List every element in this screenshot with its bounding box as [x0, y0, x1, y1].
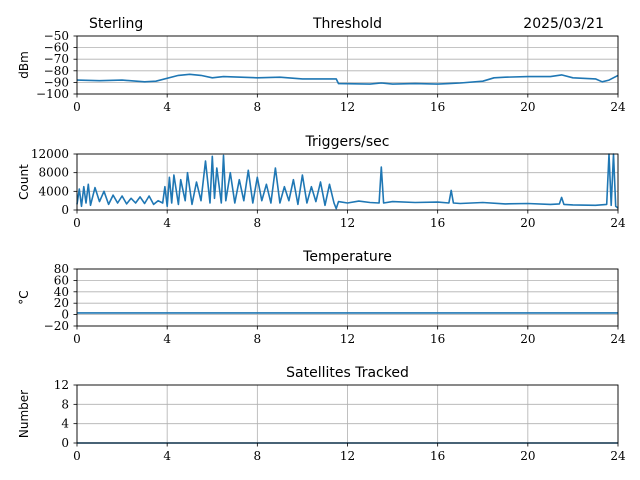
- satellites-tracked-xtick-label: 24: [610, 449, 626, 463]
- satellites-tracked-xtick-label: 12: [340, 449, 355, 463]
- satellites-tracked-panel: 0 4 8 12 16 20 24 0 4 8 12 Satellites Tracked Number: [17, 365, 626, 463]
- triggers-sec-ytick-label: 4000: [38, 184, 69, 198]
- chart-panels: 0 4 8 12 16 20 24 −100−90−80−70−60−50 Threshold d…: [17, 16, 626, 463]
- threshold-xtick-label: 20: [520, 100, 535, 114]
- threshold-ytick-label: −90: [44, 75, 69, 89]
- temperature-xtick-label: 16: [430, 332, 445, 346]
- temperature-ytick-label: 80: [54, 262, 69, 276]
- threshold-series-line: [76, 73, 619, 85]
- triggers-sec-ytick-label: 0: [61, 203, 69, 217]
- temperature-ytick-label: 0: [61, 308, 69, 322]
- satellites-tracked-xtick-label: 8: [254, 449, 262, 463]
- threshold-xtick-label: 4: [163, 100, 171, 114]
- temperature-ytick-label: 20: [54, 296, 69, 310]
- temperature-ytick-label: −20: [44, 319, 69, 333]
- threshold-ytick-label: −100: [36, 87, 69, 101]
- date-label: 2025/03/21: [523, 16, 604, 32]
- temperature-title: Temperature: [302, 249, 392, 265]
- threshold-ytick-label: −50: [44, 29, 69, 43]
- threshold-ytick-label: −70: [44, 52, 69, 66]
- triggers-sec-xtick-label: 0: [73, 216, 81, 230]
- triggers-sec-ylabel: Count: [17, 164, 31, 200]
- temperature-ytick-label: 60: [54, 273, 69, 287]
- triggers-sec-xtick-label: 20: [520, 216, 535, 230]
- temperature-xtick-label: 12: [340, 332, 355, 346]
- temperature-xtick-label: 4: [163, 332, 171, 346]
- threshold-xtick-label: 16: [430, 100, 445, 114]
- temperature-xtick-label: 24: [610, 332, 626, 346]
- triggers-sec-panel: 0 4 8 12 16 20 24 0 4000 8000 12000 Triggers/sec Cou…: [17, 134, 626, 230]
- threshold-xtick-label: 0: [73, 100, 81, 114]
- threshold-ytick-label: −80: [44, 64, 69, 78]
- threshold-xtick-label: 12: [340, 100, 355, 114]
- satellites-tracked-ytick-label: 12: [54, 378, 69, 392]
- triggers-sec-xtick-label: 24: [610, 216, 626, 230]
- triggers-sec-ytick-label: 8000: [38, 166, 69, 180]
- triggers-sec-ytick-label: 12000: [31, 147, 69, 161]
- satellites-tracked-ylabel: Number: [17, 390, 31, 438]
- threshold-ylabel: dBm: [17, 51, 31, 79]
- threshold-xtick-label: 24: [610, 100, 626, 114]
- triggers-sec-series-line: [76, 153, 619, 210]
- temperature-xtick-label: 8: [254, 332, 262, 346]
- satellites-tracked-xtick-label: 20: [520, 449, 535, 463]
- triggers-sec-xtick-label: 12: [340, 216, 355, 230]
- temperature-ytick-label: 40: [54, 285, 69, 299]
- satellites-tracked-xtick-label: 0: [73, 449, 81, 463]
- threshold-panel: 0 4 8 12 16 20 24 −100−90−80−70−60−50 Threshold d…: [17, 16, 626, 114]
- satellites-tracked-title: Satellites Tracked: [286, 365, 409, 381]
- threshold-ytick-label: −60: [44, 41, 69, 55]
- temperature-xtick-label: 20: [520, 332, 535, 346]
- triggers-sec-xtick-label: 16: [430, 216, 445, 230]
- satellites-tracked-ytick-label: 8: [61, 397, 69, 411]
- triggers-sec-xtick-label: 4: [163, 216, 171, 230]
- temperature-xtick-label: 0: [73, 332, 81, 346]
- satellites-tracked-ytick-label: 0: [61, 436, 69, 450]
- threshold-xtick-label: 8: [254, 100, 262, 114]
- temperature-ylabel: °C: [17, 290, 31, 304]
- triggers-sec-title: Triggers/sec: [305, 134, 390, 150]
- satellites-tracked-xtick-label: 16: [430, 449, 445, 463]
- satellites-tracked-ytick-label: 4: [61, 417, 69, 431]
- station-name: Sterling: [89, 16, 143, 32]
- triggers-sec-xtick-label: 8: [254, 216, 262, 230]
- threshold-title: Threshold: [312, 16, 382, 32]
- satellites-tracked-xtick-label: 4: [163, 449, 171, 463]
